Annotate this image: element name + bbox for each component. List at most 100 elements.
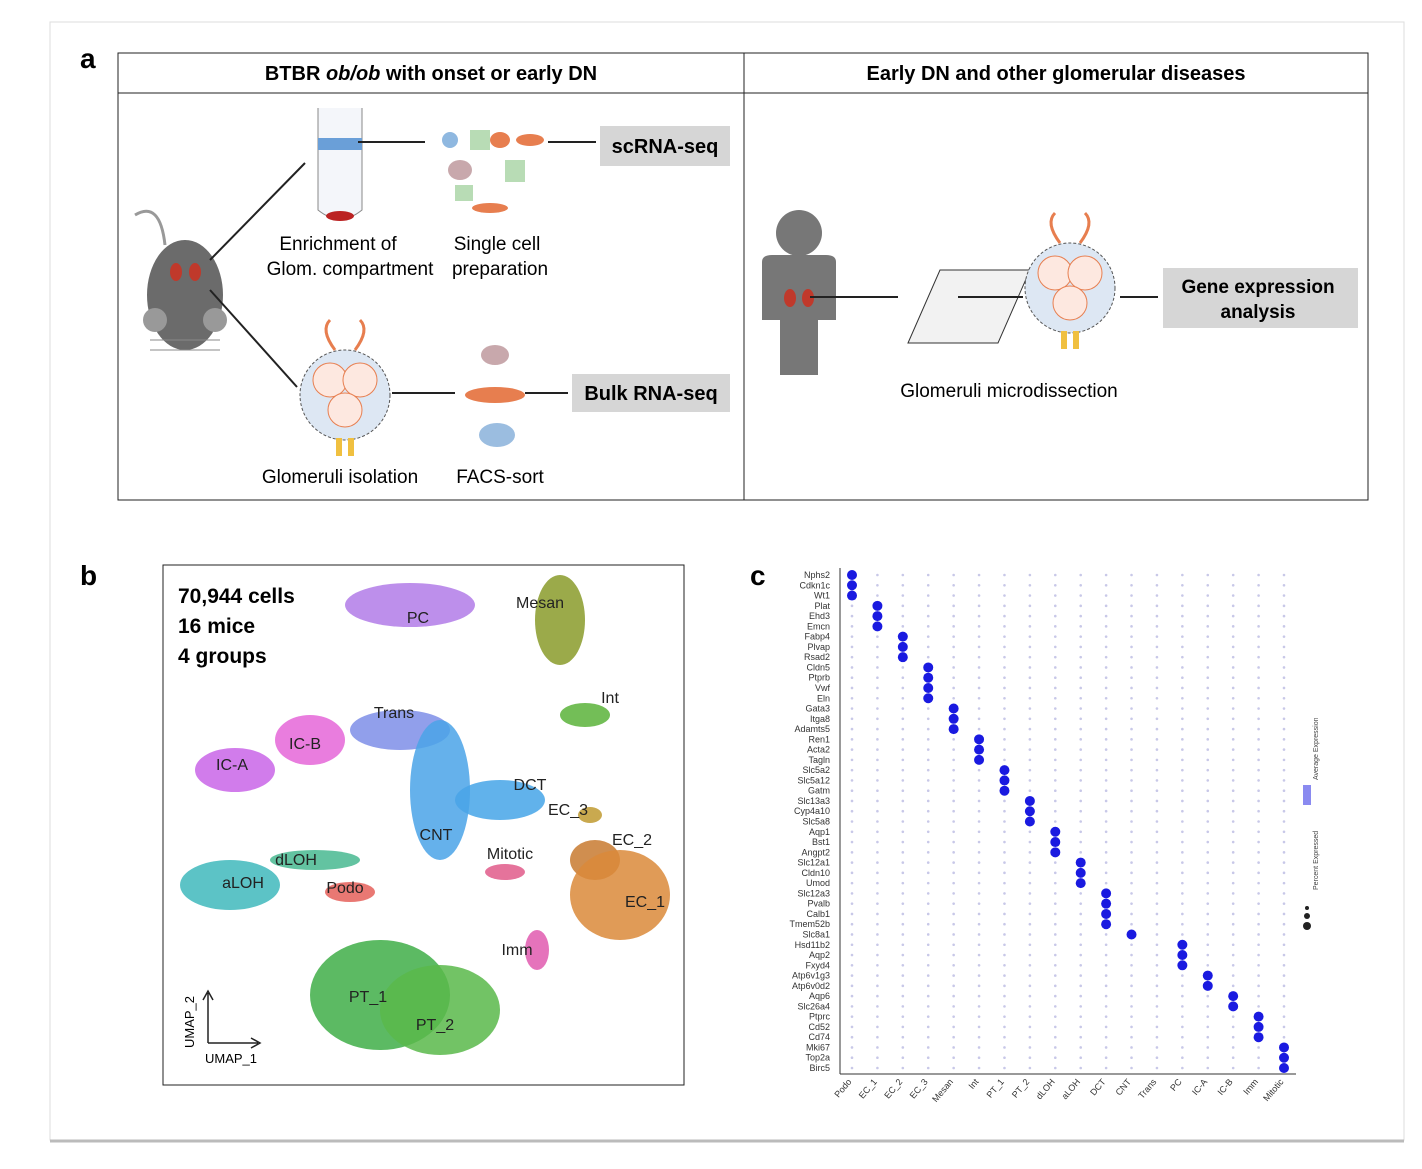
- background-dot: [1053, 820, 1057, 823]
- background-dot: [850, 974, 854, 977]
- background-dot: [1130, 922, 1133, 926]
- background-dot: [901, 614, 905, 618]
- background-dot: [850, 912, 854, 916]
- background-dot: [1282, 789, 1286, 792]
- background-dot: [850, 738, 854, 741]
- heading-part: ob/ob: [326, 63, 380, 85]
- marker-dot: [948, 713, 959, 724]
- background-dot: [1079, 614, 1083, 618]
- background-dot: [1181, 707, 1184, 710]
- label: Gene expression: [1181, 277, 1334, 298]
- background-dot: [1079, 594, 1083, 597]
- gene-label: Plat: [814, 601, 830, 611]
- background-dot: [876, 1005, 879, 1008]
- background-dot: [1155, 666, 1159, 669]
- background-dot: [1181, 666, 1184, 669]
- background-dot: [1028, 748, 1032, 751]
- background-dot: [876, 809, 879, 813]
- cluster-blob: [275, 715, 345, 765]
- background-dot: [1181, 717, 1184, 721]
- background-dot: [1028, 984, 1032, 988]
- background-dot: [1130, 861, 1133, 864]
- background-dot: [1155, 994, 1159, 998]
- marker-dot: [1279, 1063, 1289, 1073]
- gene-label: Nphs2: [804, 570, 830, 580]
- background-dot: [952, 573, 955, 577]
- background-dot: [1231, 1056, 1235, 1060]
- background-dot: [1003, 830, 1006, 834]
- background-dot: [952, 861, 955, 864]
- gene-label: Cd52: [808, 1022, 830, 1032]
- background-dot: [1104, 1035, 1108, 1039]
- background-dot: [1104, 994, 1108, 998]
- background-dot: [952, 748, 955, 751]
- background-dot: [1003, 861, 1006, 864]
- background-dot: [977, 799, 981, 803]
- marker-dot: [897, 641, 908, 652]
- background-dot: [926, 902, 930, 905]
- background-dot: [1282, 717, 1286, 721]
- background-dot: [1231, 625, 1235, 628]
- background-dot: [1181, 830, 1184, 834]
- background-dot: [901, 1025, 905, 1029]
- background-dot: [901, 1015, 905, 1018]
- background-dot: [1130, 717, 1133, 721]
- background-dot: [1053, 861, 1057, 864]
- cluster-blob: [195, 748, 275, 792]
- background-dot: [977, 922, 981, 926]
- background-dot: [1003, 758, 1006, 762]
- background-dot: [850, 758, 854, 762]
- background-dot: [1181, 594, 1184, 597]
- gene-label: Fxyd4: [805, 960, 830, 970]
- background-dot: [1257, 696, 1260, 700]
- background-dot: [1257, 635, 1260, 638]
- marker-dot: [1126, 929, 1137, 940]
- background-dot: [1257, 953, 1260, 957]
- background-dot: [901, 912, 905, 916]
- background-dot: [876, 922, 879, 926]
- background-dot: [952, 1015, 955, 1018]
- background-dot: [1282, 953, 1286, 957]
- background-dot: [952, 614, 955, 618]
- background-dot: [1155, 645, 1159, 649]
- background-dot: [1130, 994, 1133, 998]
- background-dot: [926, 1046, 930, 1049]
- background-dot: [1130, 635, 1133, 638]
- background-dot: [1282, 851, 1286, 854]
- background-dot: [1130, 573, 1133, 577]
- background-dot: [1104, 799, 1108, 803]
- background-dot: [901, 1005, 905, 1008]
- background-dot: [1257, 861, 1260, 864]
- background-dot: [1053, 1035, 1057, 1039]
- marker-dot: [1101, 908, 1112, 919]
- background-dot: [1231, 1035, 1235, 1039]
- background-dot: [1231, 758, 1235, 762]
- background-dot: [1079, 573, 1083, 577]
- legend-title: Percent Expressed: [1313, 831, 1320, 890]
- background-dot: [1231, 820, 1235, 823]
- background-dot: [1206, 943, 1210, 947]
- background-dot: [876, 902, 879, 905]
- background-dot: [1155, 912, 1159, 916]
- background-dot: [901, 1035, 905, 1039]
- gene-label: Eln: [817, 693, 830, 703]
- background-dot: [1257, 604, 1260, 608]
- marker-dot: [1228, 991, 1239, 1002]
- background-dot: [926, 717, 930, 721]
- background-dot: [926, 635, 930, 638]
- background-dot: [1155, 840, 1159, 844]
- background-dot: [1231, 1066, 1235, 1070]
- background-dot: [850, 655, 854, 659]
- background-dot: [1206, 758, 1210, 762]
- marker-dot: [1101, 888, 1112, 899]
- background-dot: [1282, 635, 1286, 638]
- background-dot: [1231, 984, 1235, 988]
- background-dot: [901, 666, 905, 669]
- background-dot: [977, 943, 981, 947]
- background-dot: [850, 851, 854, 854]
- background-dot: [952, 789, 955, 792]
- background-dot: [952, 809, 955, 813]
- background-dot: [1053, 758, 1057, 762]
- background-dot: [1104, 666, 1108, 669]
- background-dot: [1003, 984, 1006, 988]
